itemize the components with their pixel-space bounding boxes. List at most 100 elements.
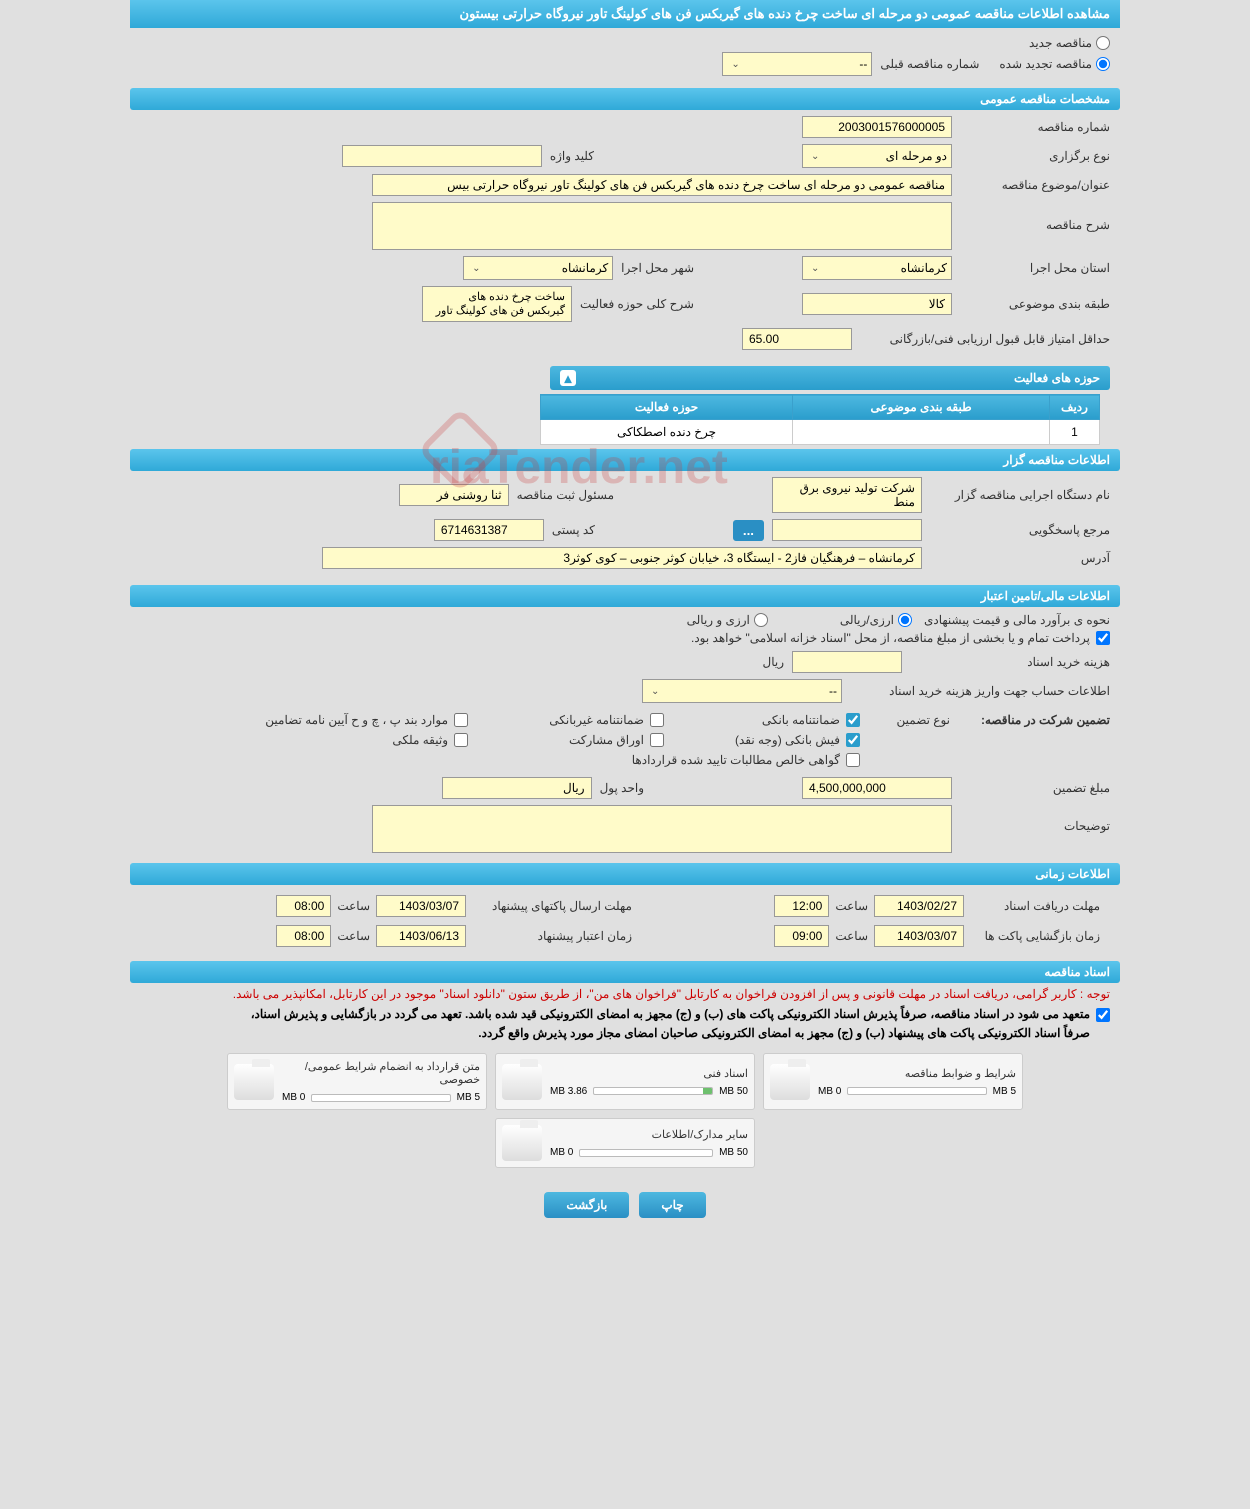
contact-lookup-button[interactable]: ... — [733, 520, 764, 541]
prev-tender-select[interactable]: -- ⌄ — [722, 52, 872, 76]
city-select[interactable]: کرمانشاه ⌄ — [463, 256, 613, 280]
rial-label: ارزی/ریالی — [840, 613, 894, 627]
section-timing: اطلاعات زمانی — [130, 863, 1120, 885]
amount-field: 4,500,000,000 — [802, 777, 952, 799]
cb-cash[interactable] — [846, 733, 860, 747]
hour-label: ساعت — [337, 899, 370, 913]
open-label: زمان بازگشایی پاکت ها — [970, 929, 1100, 943]
open-date: 1403/03/07 — [874, 925, 964, 947]
section-financial: اطلاعات مالی/تامین اعتبار — [130, 585, 1120, 607]
doc-title: اسناد فنی — [550, 1067, 748, 1080]
doc-title: متن قرارداد به انضمام شرایط عمومی/خصوصی — [282, 1060, 480, 1086]
folder-icon — [502, 1064, 542, 1100]
account-value: -- — [829, 684, 837, 698]
activities-title: حوزه های فعالیت — [1014, 371, 1100, 385]
hour-label: ساعت — [337, 929, 370, 943]
send-label: مهلت ارسال پاکتهای پیشنهاد — [472, 899, 632, 913]
subject-field: مناقصه عمومی دو مرحله ای ساخت چرخ دنده ه… — [372, 174, 952, 196]
doc-total: 5 MB — [993, 1086, 1016, 1097]
document-card[interactable]: متن قرارداد به انضمام شرایط عمومی/خصوصی … — [227, 1053, 487, 1110]
type-value: دو مرحله ای — [886, 149, 947, 163]
cell-category — [793, 420, 1050, 445]
section-activities[interactable]: حوزه های فعالیت ▴ — [550, 366, 1110, 390]
currency-field: ریال — [442, 777, 592, 799]
document-card[interactable]: شرایط و ضوابط مناقصه 5 MB 0 MB — [763, 1053, 1023, 1110]
city-label: شهر محل اجرا — [621, 261, 694, 275]
contact-field — [772, 519, 922, 541]
section-documents: اسناد مناقصه — [130, 961, 1120, 983]
org-label: نام دستگاه اجرایی مناقصه گزار — [930, 488, 1110, 502]
th-category: طبقه بندی موضوعی — [793, 395, 1050, 420]
new-tender-radio[interactable] — [1096, 36, 1110, 50]
desc-field[interactable] — [372, 202, 952, 250]
receive-time: 12:00 — [774, 895, 829, 917]
validity-time: 08:00 — [276, 925, 331, 947]
chevron-down-icon: ⌄ — [811, 263, 819, 274]
min-score-field: 65.00 — [742, 328, 852, 350]
postal-field: 6714631387 — [434, 519, 544, 541]
min-score-label: حداقل امتیاز قابل قبول ارزیابی فنی/بازرگ… — [860, 332, 1110, 346]
payment-note: پرداخت تمام و یا بخشی از مبلغ مناقصه، از… — [691, 631, 1090, 645]
guarantee-section-label: تضمین شرکت در مناقصه: — [970, 713, 1110, 727]
document-card[interactable]: سایر مدارک/اطلاعات 50 MB 0 MB — [495, 1118, 755, 1168]
notes-field[interactable] — [372, 805, 952, 853]
treasury-checkbox[interactable] — [1096, 631, 1110, 645]
category-field: کالا — [802, 293, 952, 315]
amount-label: مبلغ تضمین — [960, 781, 1110, 795]
commit-checkbox[interactable] — [1096, 1008, 1110, 1022]
note-red: توجه : کاربر گرامی، دریافت اسناد در مهلت… — [130, 983, 1120, 1005]
prev-tender-label: شماره مناقصه قبلی — [880, 57, 979, 71]
doc-progress-bar — [593, 1087, 713, 1095]
cb-clauses-label: موارد بند پ ، چ و ح آیین نامه تضامین — [265, 713, 448, 727]
table-row: 1 چرخ دنده اصطکاکی — [541, 420, 1100, 445]
activity-desc-label: شرح کلی حوزه فعالیت — [580, 297, 694, 311]
postal-label: کد پستی — [552, 523, 595, 537]
address-label: آدرس — [930, 551, 1110, 565]
keyword-label: کلید واژه — [550, 149, 594, 163]
notes-label: توضیحات — [960, 805, 1110, 833]
rial-radio[interactable] — [898, 613, 912, 627]
collapse-icon[interactable]: ▴ — [560, 370, 576, 386]
cb-nonbank[interactable] — [650, 713, 664, 727]
chevron-down-icon: ⌄ — [472, 263, 480, 274]
fx-label: ارزی و ریالی — [687, 613, 750, 627]
province-select[interactable]: کرمانشاه ⌄ — [802, 256, 952, 280]
doc-progress-bar — [311, 1094, 450, 1102]
doc-title: سایر مدارک/اطلاعات — [550, 1128, 748, 1141]
cell-row: 1 — [1050, 420, 1100, 445]
print-button[interactable]: چاپ — [639, 1192, 705, 1218]
cb-contracts[interactable] — [846, 753, 860, 767]
cb-bank-label: ضمانتنامه بانکی — [762, 713, 840, 727]
fx-radio[interactable] — [754, 613, 768, 627]
type-select[interactable]: دو مرحله ای ⌄ — [802, 144, 952, 168]
cb-nonbank-label: ضمانتنامه غیربانکی — [549, 713, 644, 727]
cb-property[interactable] — [454, 733, 468, 747]
doc-used: 0 MB — [282, 1092, 305, 1103]
doc-cost-label: هزینه خرید اسناد — [910, 655, 1110, 669]
cell-activity: چرخ دنده اصطکاکی — [541, 420, 793, 445]
reg-field: ثنا روشنی فر — [399, 484, 509, 506]
cb-clauses[interactable] — [454, 713, 468, 727]
address-field: کرمانشاه – فرهنگیان فاز2 - ایستگاه 3، خی… — [322, 547, 922, 569]
cb-bonds-label: اوراق مشارکت — [569, 733, 644, 747]
section-holder: اطلاعات مناقصه گزار — [130, 449, 1120, 471]
currency-label: واحد پول — [600, 781, 644, 795]
chevron-down-icon: ⌄ — [811, 151, 819, 162]
back-button[interactable]: بازگشت — [544, 1192, 629, 1218]
renewed-tender-radio[interactable] — [1096, 57, 1110, 71]
province-label: استان محل اجرا — [960, 261, 1110, 275]
cb-bank[interactable] — [846, 713, 860, 727]
validity-label: زمان اعتبار پیشنهاد — [472, 929, 632, 943]
doc-total: 50 MB — [719, 1147, 748, 1158]
cb-bonds[interactable] — [650, 733, 664, 747]
doc-progress-bar — [579, 1149, 713, 1157]
account-select[interactable]: -- ⌄ — [642, 679, 842, 703]
receive-date: 1403/02/27 — [874, 895, 964, 917]
page-title: مشاهده اطلاعات مناقصه عمومی دو مرحله ای … — [130, 0, 1120, 28]
doc-total: 5 MB — [457, 1092, 480, 1103]
renewed-tender-label: مناقصه تجدید شده — [999, 57, 1092, 71]
document-card[interactable]: اسناد فنی 50 MB 3.86 MB — [495, 1053, 755, 1110]
cb-property-label: وثیقه ملکی — [392, 733, 448, 747]
keyword-field[interactable] — [342, 145, 542, 167]
doc-cost-field[interactable] — [792, 651, 902, 673]
